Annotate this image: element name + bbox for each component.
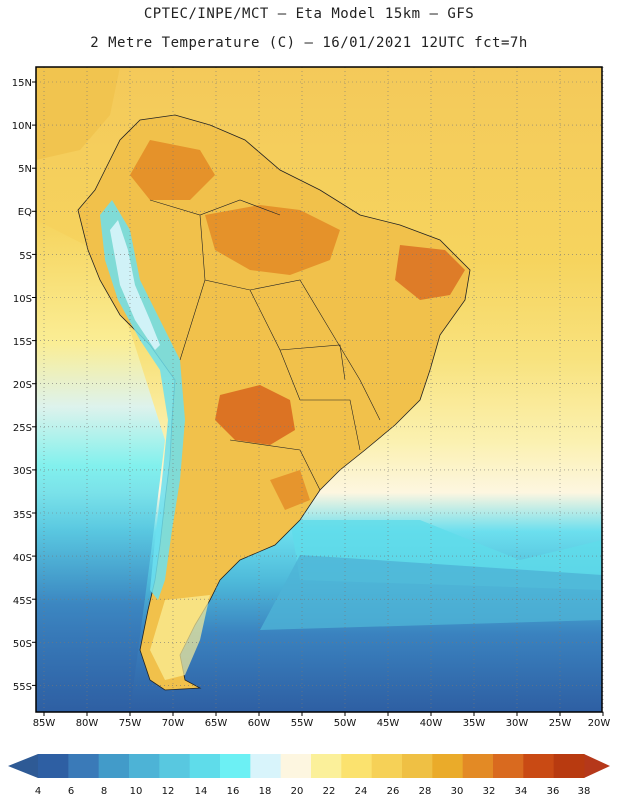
lon-label: 20W [588,718,611,729]
lat-label: 20S [13,380,32,391]
lon-label: 60W [248,718,271,729]
lon-label: 25W [549,718,572,729]
map-frame [35,66,603,713]
lon-label: 55W [291,718,314,729]
colorbar-swatch [523,754,555,778]
lat-label: 15N [12,78,32,89]
colorbar: 4 6 8 10 12 14 16 18 20 22 24 26 28 30 3… [8,754,610,797]
colorbar-label: 32 [483,786,496,797]
lon-label: 50W [334,718,357,729]
lon-label: 75W [119,718,142,729]
colorbar-left-arrow [8,754,38,778]
lat-label: 55S [13,682,32,693]
colorbar-swatch [462,754,494,778]
colorbar-label: 30 [451,786,464,797]
colorbar-swatch [402,754,433,778]
chart-subtitle: 2 Metre Temperature (C) – 16/01/2021 12U… [90,35,528,51]
colorbar-swatch [432,754,464,778]
lon-label: 30W [506,718,529,729]
lat-label: 50S [13,639,32,650]
colorbar-label: 12 [162,786,175,797]
colorbar-swatch [280,754,312,778]
colorbar-swatch [38,754,69,778]
lon-label: 35W [463,718,486,729]
lat-label: 40S [13,553,32,564]
lat-label: 45S [13,596,32,607]
colorbar-swatch [189,754,221,778]
colorbar-label: 36 [547,786,560,797]
colorbar-label: 4 [35,786,41,797]
lon-label: 45W [377,718,400,729]
colorbar-swatch [311,754,342,778]
colorbar-label: 24 [355,786,368,797]
colorbar-label: 26 [387,786,400,797]
colorbar-swatch [371,754,403,778]
colorbar-label: 28 [419,786,432,797]
colorbar-swatch [129,754,160,778]
colorbar-label: 38 [578,786,591,797]
colorbar-swatch [553,754,585,778]
colorbar-swatch [98,754,130,778]
south-america-landmass [77,114,471,691]
lon-label: 80W [76,718,99,729]
lat-label: 10N [12,121,32,132]
colorbar-label: 20 [291,786,304,797]
colorbar-swatch [493,754,524,778]
colorbar-label: 14 [195,786,208,797]
lon-label: 65W [205,718,228,729]
lat-label: EQ [18,207,32,218]
longitude-axis: 85W 80W 75W 70W 65W 60W 55W 50W 45W 40W … [33,718,611,729]
latitude-axis: 15N 10N 5N EQ 5S 10S 15S 20S 25S 30S 35S… [12,78,32,693]
lat-label: 30S [13,466,32,477]
chart-title: CPTEC/INPE/MCT – Eta Model 15km – GFS [143,6,475,22]
colorbar-label: 22 [323,786,336,797]
lon-label: 40W [420,718,443,729]
colorbar-swatch [250,754,282,778]
colorbar-label: 8 [101,786,107,797]
colorbar-label: 16 [227,786,240,797]
ocean-field [36,67,602,712]
lat-label: 5N [18,164,32,175]
colorbar-swatch [159,754,191,778]
lat-label: 10S [13,294,32,305]
lon-label: 85W [33,718,56,729]
lat-label: 35S [13,510,32,521]
colorbar-swatch [220,754,251,778]
colorbar-label: 6 [68,786,74,797]
colorbar-label: 18 [259,786,272,797]
lat-label: 5S [19,251,32,262]
lon-label: 70W [162,718,185,729]
lat-label: 25S [13,423,32,434]
colorbar-swatch [341,754,373,778]
lat-label: 15S [13,337,32,348]
colorbar-swatch [68,754,100,778]
colorbar-label: 10 [130,786,143,797]
colorbar-right-arrow [584,754,610,778]
colorbar-label: 34 [515,786,528,797]
